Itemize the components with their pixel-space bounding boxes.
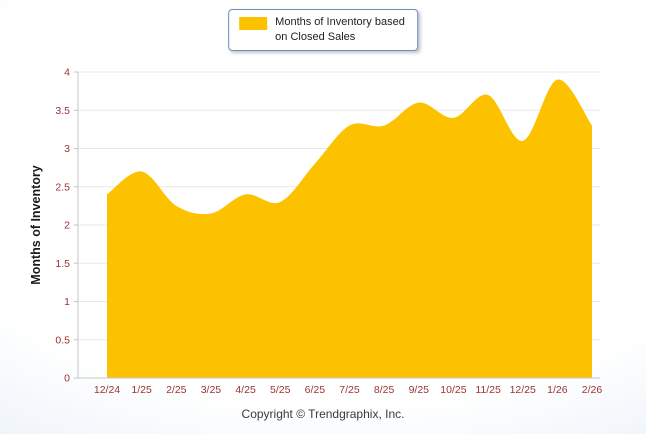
svg-text:2/26: 2/26 bbox=[582, 384, 603, 396]
svg-text:4/25: 4/25 bbox=[235, 384, 256, 396]
svg-text:1.5: 1.5 bbox=[55, 258, 70, 270]
svg-text:0.5: 0.5 bbox=[55, 334, 70, 346]
svg-text:12/25: 12/25 bbox=[510, 384, 536, 396]
svg-text:3.5: 3.5 bbox=[55, 105, 70, 117]
svg-text:Months of Inventory: Months of Inventory bbox=[29, 165, 43, 284]
svg-text:3/25: 3/25 bbox=[201, 384, 222, 396]
svg-text:11/25: 11/25 bbox=[475, 384, 501, 396]
svg-text:2/25: 2/25 bbox=[166, 384, 187, 396]
svg-text:8/25: 8/25 bbox=[374, 384, 395, 396]
legend-label: Months of Inventory based on Closed Sale… bbox=[275, 15, 405, 45]
legend-label-line2: on Closed Sales bbox=[275, 30, 356, 43]
legend-label-line1: Months of Inventory based bbox=[275, 16, 405, 28]
svg-text:9/25: 9/25 bbox=[409, 384, 430, 396]
svg-text:1/26: 1/26 bbox=[547, 384, 568, 396]
svg-text:1: 1 bbox=[64, 296, 70, 308]
svg-text:7/25: 7/25 bbox=[339, 384, 360, 396]
svg-text:2: 2 bbox=[64, 220, 70, 232]
legend: Months of Inventory based on Closed Sale… bbox=[228, 9, 418, 51]
svg-text:5/25: 5/25 bbox=[270, 384, 291, 396]
svg-text:10/25: 10/25 bbox=[440, 384, 466, 396]
svg-text:4: 4 bbox=[64, 67, 70, 79]
svg-text:0: 0 bbox=[64, 373, 70, 385]
svg-text:1/25: 1/25 bbox=[131, 384, 152, 396]
copyright: Copyright © Trendgraphix, Inc. bbox=[241, 407, 405, 421]
svg-text:6/25: 6/25 bbox=[305, 384, 326, 396]
legend-swatch bbox=[239, 17, 268, 30]
svg-text:2.5: 2.5 bbox=[55, 181, 70, 193]
svg-text:3: 3 bbox=[64, 143, 70, 155]
svg-text:12/24: 12/24 bbox=[94, 384, 120, 396]
